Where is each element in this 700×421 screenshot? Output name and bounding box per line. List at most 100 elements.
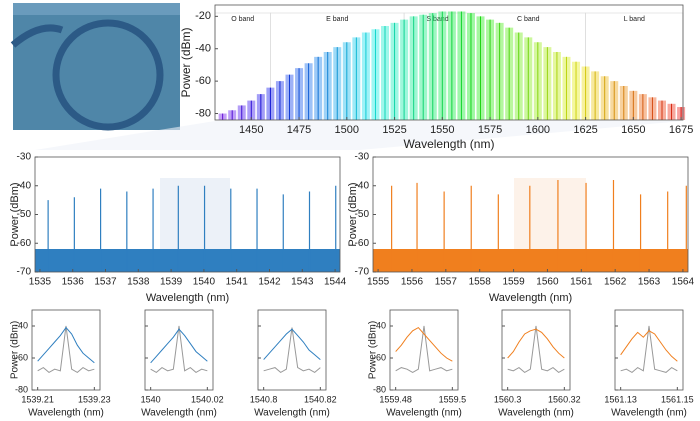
- x-tick-label: 1556: [401, 277, 424, 288]
- x-axis-label: Wavelength (nm): [498, 408, 574, 419]
- x-tick-label: 1650: [621, 124, 645, 136]
- series-line: [507, 328, 565, 359]
- y-tick-label: -80: [15, 384, 28, 394]
- band-label: C band: [517, 16, 540, 23]
- x-tick-label: 1540: [141, 394, 161, 404]
- y-tick-label: -50: [355, 209, 370, 220]
- micrograph-arc: [10, 24, 64, 48]
- x-tick-label: 1625: [573, 124, 597, 136]
- x-tick-label: 1541: [226, 277, 249, 288]
- x-tick-label: 1475: [287, 124, 311, 136]
- y-axis-label: Power (dBm): [347, 182, 359, 246]
- x-tick-label: 1600: [526, 124, 550, 136]
- panel: 1560.3 1560.32 Wavelength (nm): [494, 309, 581, 419]
- y-tick-label: -80: [195, 107, 211, 119]
- noise-floor: [373, 249, 688, 272]
- x-axis-label: Wavelength (nm): [28, 408, 104, 419]
- y-tick-label: -40: [195, 43, 211, 55]
- x-tick-label: 1564: [672, 277, 695, 288]
- x-axis-label: Wavelength (nm): [146, 292, 229, 304]
- x-tick-label: 1561.15: [661, 394, 694, 404]
- x-tick-label: 1450: [239, 124, 263, 136]
- x-tick-label: 1563: [638, 277, 661, 288]
- panel: 1540 1540.02 Wavelength (nm): [141, 309, 224, 419]
- y-tick-label: -40: [373, 320, 386, 330]
- y-tick-label: -20: [195, 10, 211, 22]
- x-tick-label: 1544: [324, 277, 347, 288]
- series-line: [395, 326, 453, 362]
- x-tick-label: 1555: [367, 277, 390, 288]
- series-line: [263, 327, 321, 374]
- y-tick-label: -60: [373, 352, 386, 362]
- y-tick-label: -60: [17, 238, 32, 249]
- x-tick-label: 1562: [604, 277, 627, 288]
- micrograph-strip: [13, 3, 180, 15]
- x-tick-label: 1560: [536, 277, 559, 288]
- y-axis-label: Power (dBm): [179, 27, 193, 97]
- panel: 1561.13 1561.15 Wavelength (nm): [604, 309, 694, 419]
- x-tick-label: 1539: [160, 277, 183, 288]
- panel: O band E band S band C band L band 1450 1475 15…: [179, 4, 693, 151]
- series-line: [620, 325, 678, 374]
- zoom-connector: [35, 121, 683, 150]
- x-tick-label: 1559.48: [379, 394, 412, 404]
- x-axis-label: Wavelength (nm): [611, 408, 687, 419]
- noise-floor: [35, 249, 340, 272]
- y-tick-label: -40: [15, 320, 28, 330]
- micrograph: [10, 3, 180, 131]
- y-tick-label: -70: [17, 267, 32, 278]
- x-axis-label: Wavelength (nm): [254, 408, 330, 419]
- axes-frame: [31, 309, 101, 391]
- x-tick-label: 1540.02: [191, 394, 224, 404]
- y-tick-label: -80: [373, 384, 386, 394]
- panel: 1555 1556 1557 1558 1559 1560 1561 1562 1563 1564…: [347, 152, 695, 304]
- x-tick-label: 1543: [291, 277, 314, 288]
- y-tick-label: -40: [355, 180, 370, 191]
- band-label: L band: [624, 16, 645, 23]
- x-tick-label: 1575: [478, 124, 502, 136]
- x-tick-label: 1540.82: [304, 394, 337, 404]
- x-tick-label: 1540: [193, 277, 216, 288]
- series-line: [507, 325, 565, 374]
- x-tick-label: 1542: [258, 277, 281, 288]
- x-axis-label: Wavelength (nm): [489, 292, 572, 304]
- y-tick-label: -30: [355, 152, 370, 163]
- panel: 1535 1536 1537 1538 1539 1540 1541 1542 1543 1544…: [9, 152, 347, 304]
- axes-frame: [501, 309, 571, 391]
- x-tick-label: 1536: [62, 277, 85, 288]
- x-tick-label: 1561: [570, 277, 593, 288]
- x-tick-label: 1550: [430, 124, 454, 136]
- x-tick-label: 1560.32: [548, 394, 581, 404]
- x-tick-label: 1561.13: [604, 394, 637, 404]
- x-axis-label: Wavelength (nm): [386, 408, 462, 419]
- y-tick-label: -60: [15, 352, 28, 362]
- y-tick-label: -30: [17, 152, 32, 163]
- x-tick-label: 1558: [469, 277, 492, 288]
- x-tick-label: 1560.3: [494, 394, 522, 404]
- series-line: [620, 330, 678, 362]
- x-tick-label: 1539.23: [78, 394, 111, 404]
- x-tick-label: 1537: [94, 277, 117, 288]
- axes-frame: [389, 309, 459, 391]
- x-tick-label: 1525: [382, 124, 406, 136]
- series-line: [37, 326, 95, 364]
- panel: 1559.48 1559.5 -40 -60 -80 Wavelength (nm) Pow…: [368, 309, 466, 419]
- x-tick-label: 1535: [29, 277, 52, 288]
- x-tick-label: 1538: [127, 277, 150, 288]
- band-label: E band: [326, 16, 348, 23]
- series-line: [37, 325, 95, 374]
- micrograph-ring: [52, 19, 164, 131]
- y-tick-label: -40: [17, 180, 32, 191]
- series-line: [263, 328, 321, 360]
- y-tick-label: -50: [17, 209, 32, 220]
- series-line: [395, 325, 453, 373]
- x-tick-label: 1540.8: [250, 394, 278, 404]
- axes-frame: [614, 309, 684, 391]
- panel: 1539.21 1539.23 -40 -60 -80 Wavelength (nm) Po…: [10, 309, 111, 419]
- series-line: [150, 325, 208, 374]
- y-tick-label: -60: [355, 238, 370, 249]
- x-tick-label: 1539.21: [21, 394, 54, 404]
- axes-frame: [257, 309, 327, 391]
- x-tick-label: 1675: [669, 124, 693, 136]
- y-tick-label: -70: [355, 267, 370, 278]
